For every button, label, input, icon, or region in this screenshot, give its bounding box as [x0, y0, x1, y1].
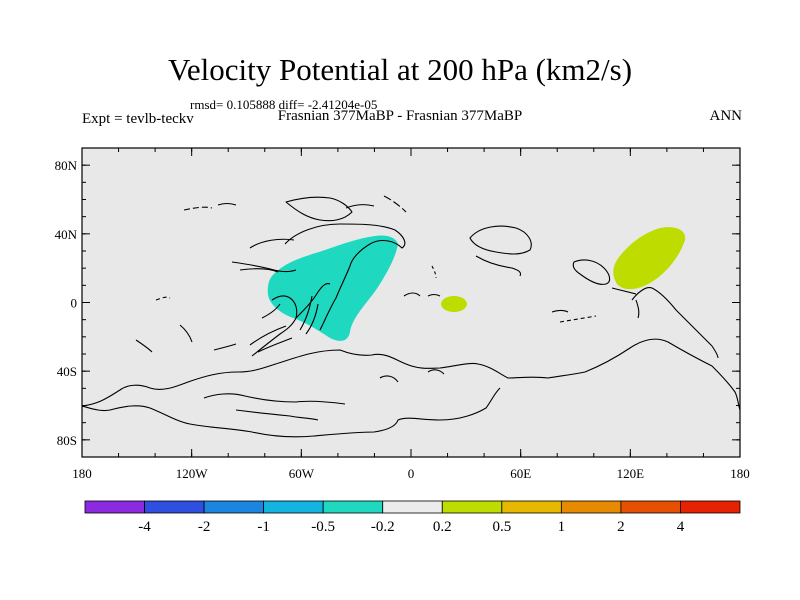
- map-background: [82, 148, 740, 457]
- negative-anomaly-region: [267, 235, 398, 341]
- lon-tick-label: 180: [72, 466, 92, 481]
- colorbar-label: -1: [257, 519, 270, 535]
- lat-tick-label: 80S: [57, 433, 77, 448]
- positive-anomaly-region: [613, 227, 686, 290]
- colorbar-swatch: [501, 500, 562, 514]
- colorbar-label: -2: [198, 519, 211, 535]
- lon-tick-label: 60E: [510, 466, 531, 481]
- coastlines: [82, 195, 740, 438]
- colorbar-swatch: [144, 500, 205, 514]
- colorbar-swatch: [382, 500, 443, 514]
- positive-anomaly-region: [441, 296, 467, 312]
- lon-tick-label: 120E: [617, 466, 645, 481]
- plot-title: Velocity Potential at 200 hPa (km2/s): [167, 52, 633, 87]
- lon-tick-label: 180: [730, 466, 750, 481]
- season-label: ANN: [709, 108, 743, 124]
- longitude-axis: 180 120W 60W 0 60E 120E 180: [72, 148, 750, 481]
- latitude-axis: 80N 40N 0 40S 80S: [55, 147, 740, 458]
- colorbar-swatch: [322, 500, 384, 514]
- subtitle-label: Frasnian 377MaBP - Frasnian 377MaBP: [277, 108, 523, 124]
- colorbar-label: 2: [617, 519, 625, 535]
- colorbar: -4 -2 -1 -0.5 -0.2 0.2 0.5 1 2 4: [84, 500, 741, 535]
- colorbar-swatch: [441, 500, 503, 514]
- colorbar-swatch: [680, 500, 741, 514]
- lat-tick-label: 40N: [55, 227, 78, 242]
- colorbar-label: 0.5: [492, 519, 511, 535]
- colorbar-swatch: [560, 500, 622, 514]
- colorbar-swatch: [203, 500, 265, 514]
- lat-tick-label: 80N: [55, 158, 78, 173]
- lon-tick-label: 0: [408, 466, 415, 481]
- lat-tick-label: 40S: [57, 364, 77, 379]
- colorbar-label: 1: [558, 519, 566, 535]
- colorbar-swatch: [84, 500, 145, 514]
- colorbar-label: 0.2: [433, 519, 452, 535]
- lon-tick-label: 60W: [289, 466, 315, 481]
- lon-tick-label: 120W: [176, 466, 209, 481]
- colorbar-swatch: [263, 500, 324, 514]
- colorbar-swatch: [620, 500, 681, 514]
- colorbar-label: -4: [138, 519, 151, 535]
- lat-tick-label: 0: [71, 296, 78, 311]
- colorbar-label: 4: [677, 519, 685, 535]
- colorbar-label: -0.5: [311, 519, 335, 535]
- experiment-label: Expt = tevlb-teckv: [82, 111, 194, 127]
- colorbar-label: -0.2: [371, 519, 395, 535]
- stats-label: rmsd= 0.105888 diff= -2.41204e-05: [190, 97, 378, 112]
